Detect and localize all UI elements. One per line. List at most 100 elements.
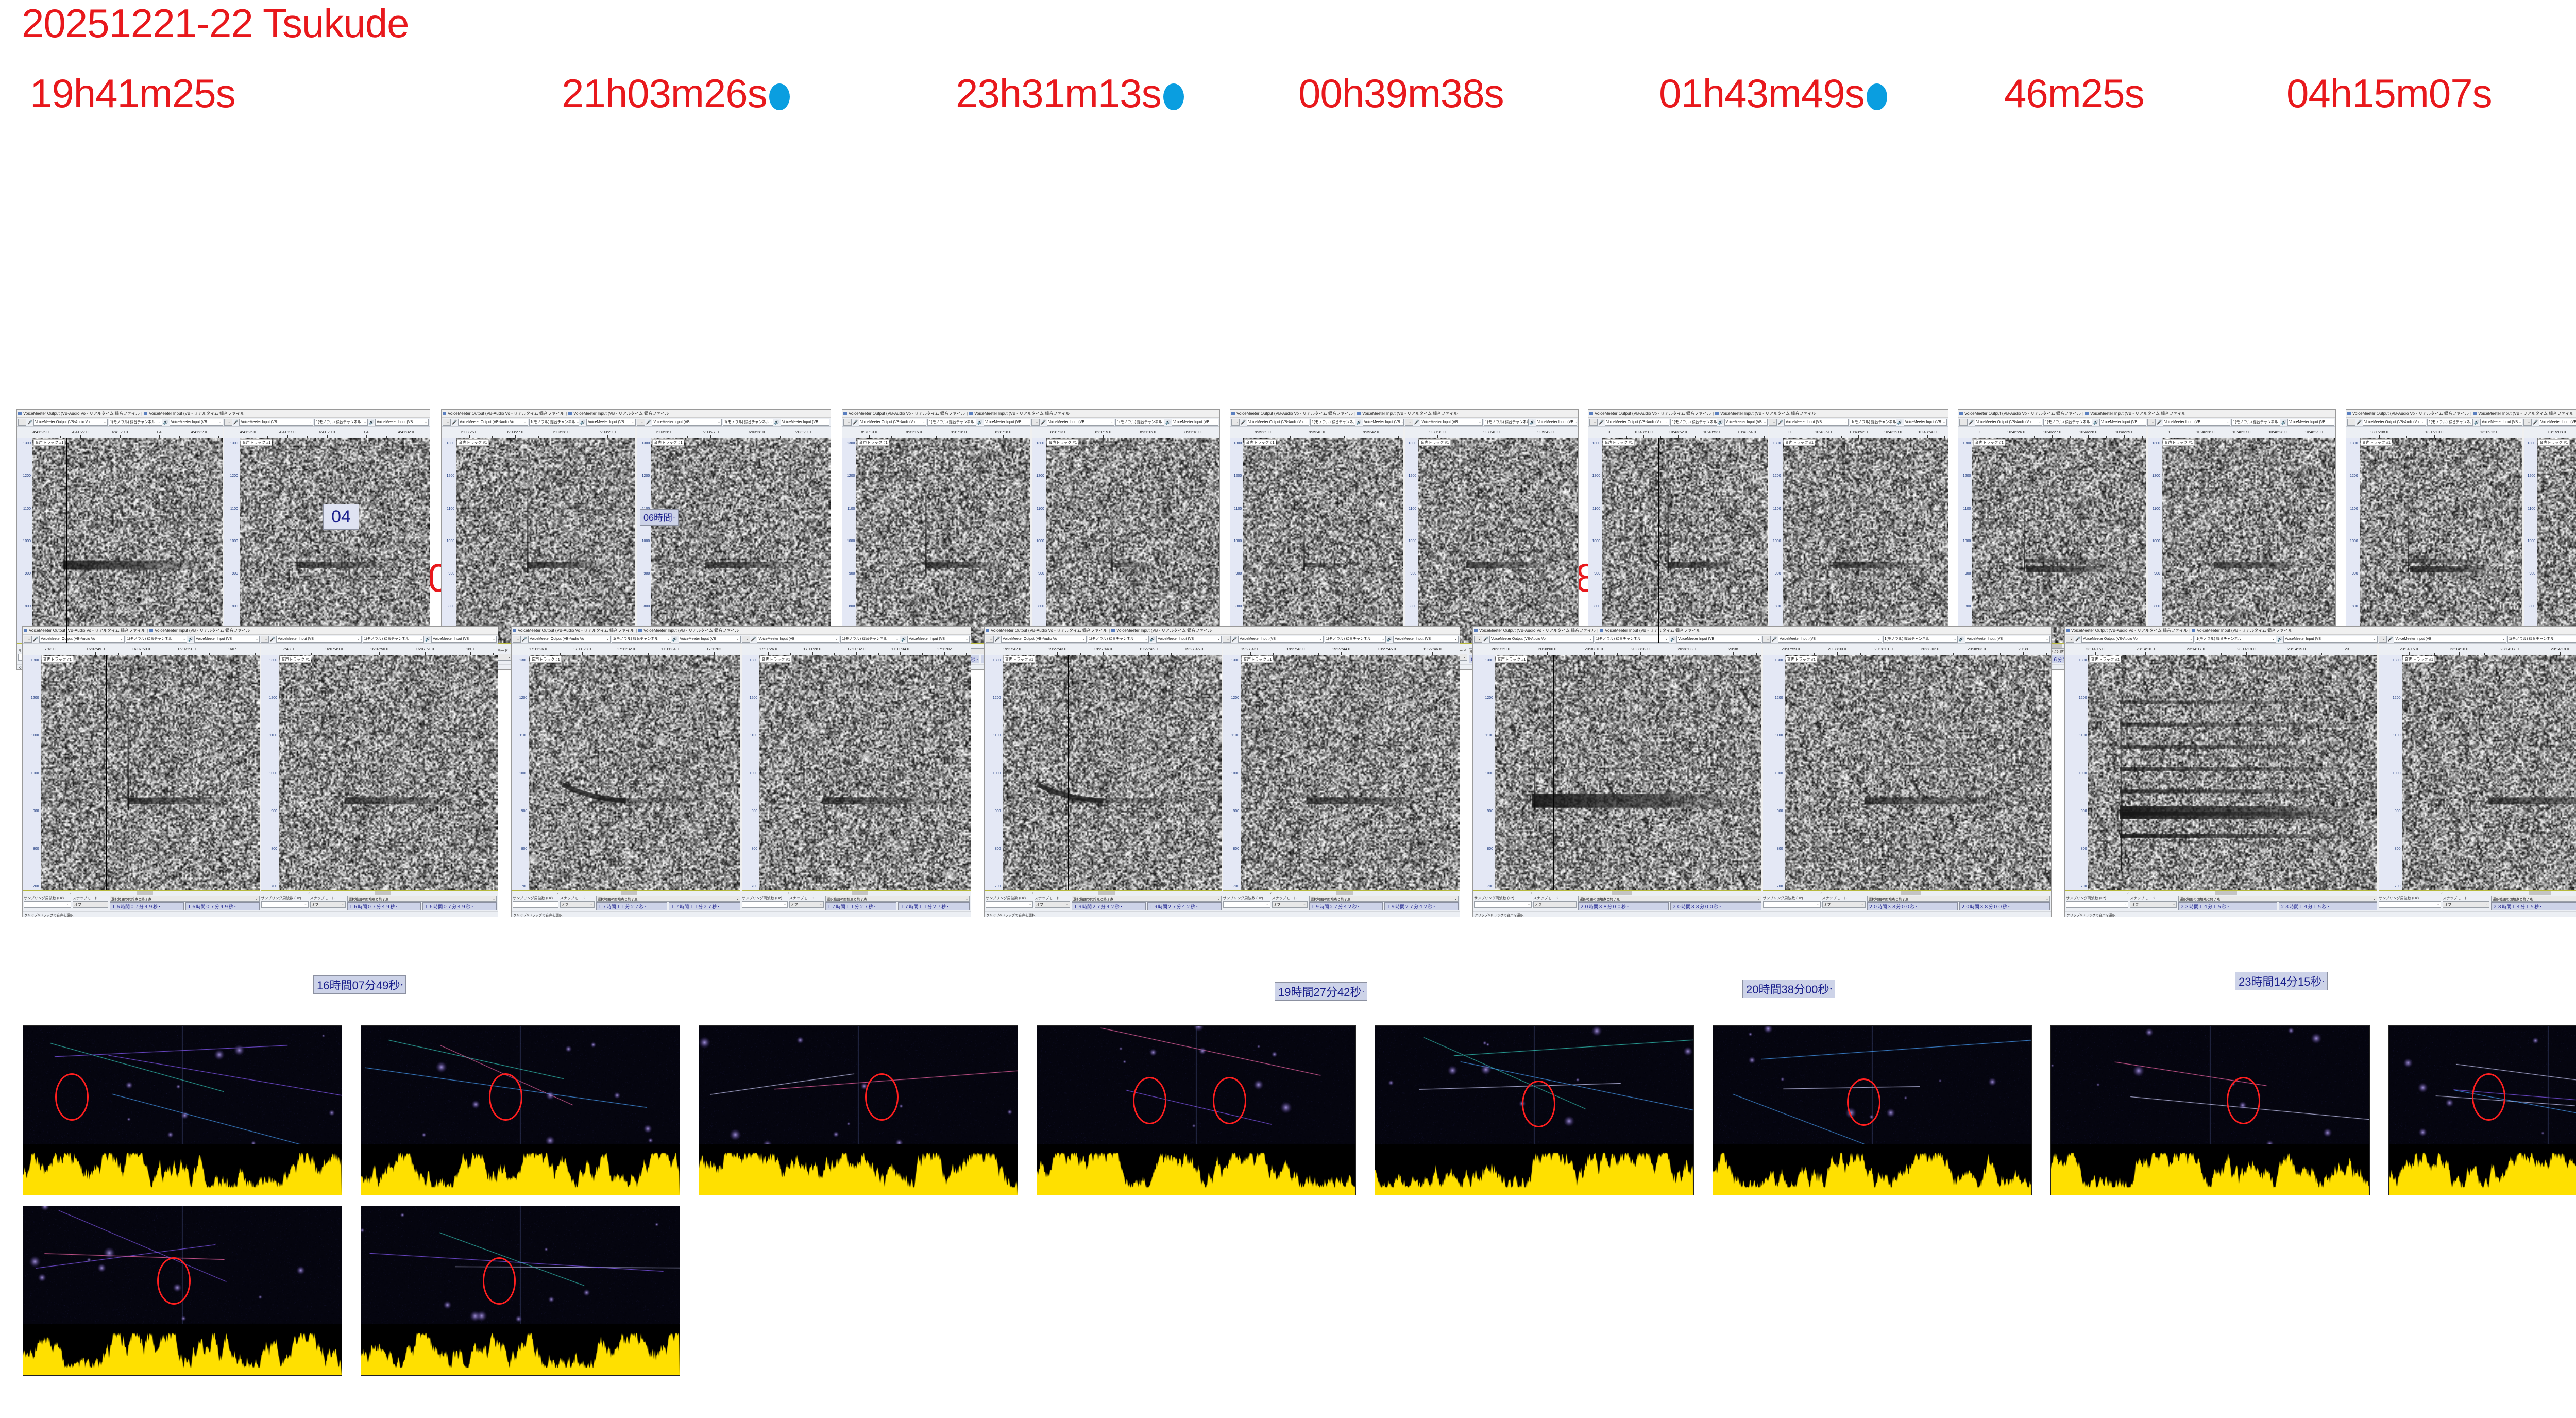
- selection-toolbar[interactable]: サンプリング周波数 (Hz) ⌄ スナップモード オフ ⌄ 選択範囲の開始点と終了点 ⌄ ２０…: [1473, 895, 2051, 911]
- horizontal-scrollbar-2[interactable]: ‹: [1762, 891, 2051, 895]
- selection-start-time[interactable]: ２０時間３８分００秒 ▾: [1867, 902, 1958, 910]
- selection-start-time[interactable]: １９時間２７分４２秒 ▾: [1309, 902, 1383, 910]
- playback-cursor[interactable]: [66, 438, 67, 643]
- horizontal-scrollbar-2[interactable]: ‹: [742, 891, 971, 895]
- channels-combo-1[interactable]: 1(モノラル) 録音チャンネル⌄: [1087, 635, 1149, 643]
- track-pane-2[interactable]: 19:27:42.0 19:27:43.0 19:27:44.0 19:27:45.0…: [1223, 644, 1460, 895]
- selection-end-time[interactable]: １９時間２７分４２秒 ▾: [1147, 902, 1222, 910]
- spectrum-display[interactable]: [23, 1324, 342, 1375]
- samplerate-col-1[interactable]: サンプリング周波数 (Hz) ⌄: [2066, 896, 2129, 908]
- audacity-window-w9[interactable]: VoiceMeeter Output (VB-Audio Vo - リアルタイム…: [22, 626, 498, 917]
- host-combo-1[interactable]: ⌄: [24, 635, 32, 643]
- spectrum-display[interactable]: [361, 1324, 680, 1375]
- device-group-1[interactable]: ⌄ 🎤 VoiceMeeter Output (VB-Audio Vo ⌄ 1(モノラル…: [443, 418, 636, 426]
- timeline-ruler-2[interactable]: 6:03:26.0 6:03:27.0 6:03:28.0 6:03:29.0: [637, 427, 831, 438]
- spinner-down-icon[interactable]: ▾: [159, 905, 161, 908]
- channels-combo-1[interactable]: 1(モノラル) 録音チャンネル⌄: [125, 635, 188, 643]
- input-device-combo-1[interactable]: VoiceMeeter Output (VB-Audio Vo ⌄: [1974, 418, 2043, 426]
- audacity-window-w10[interactable]: VoiceMeeter Output (VB-Audio Vo - リアルタイム…: [511, 626, 971, 917]
- selection-start-time[interactable]: ２３時間１４分１５秒 ▾: [2178, 902, 2277, 910]
- snapmode-combo[interactable]: オフ ⌄: [789, 901, 824, 908]
- scroll-left-icon[interactable]: ‹: [2127, 892, 2129, 895]
- sdr-waterfall-panel[interactable]: [2050, 1025, 2370, 1195]
- output-device-combo-1[interactable]: VoiceMeeter Input (VB ⌄: [1676, 635, 1761, 643]
- spinner-down-icon[interactable]: ▾: [1433, 905, 1435, 908]
- spectrogram-image-2[interactable]: [2537, 438, 2576, 643]
- track-pane-2[interactable]: 7:48.0 16:07:49.0 16:07:50.0 16:07:51.0 1607…: [261, 644, 498, 895]
- audacity-window-w11[interactable]: VoiceMeeter Output (VB-Audio Vo - リアルタイム…: [984, 626, 1460, 917]
- spectrum-display[interactable]: [699, 1144, 1018, 1195]
- samplerate-col-2[interactable]: サンプリング周波数 (Hz)⌄: [1223, 896, 1270, 908]
- sdr-waterfall-panel[interactable]: [23, 1206, 342, 1376]
- selection-group-2[interactable]: サンプリング周波数 (Hz)⌄スナップモードオフ⌄選択範囲の開始点と終了点⌄２３…: [2379, 896, 2576, 910]
- output-device-combo-1[interactable]: VoiceMeeter Input (VB ⌄: [2283, 635, 2378, 643]
- input-device-combo-1[interactable]: VoiceMeeter Output (VB-Audio Vo ⌄: [528, 635, 611, 643]
- scroll-left-icon[interactable]: ‹: [1032, 892, 1033, 895]
- spinner-down-icon[interactable]: ▾: [1830, 987, 1832, 991]
- scrollbar-thumb[interactable]: [136, 891, 153, 895]
- selection-end-time[interactable]: １６時間０７分４９秒 ▾: [422, 902, 497, 910]
- scroll-left-icon[interactable]: ‹: [1270, 892, 1272, 895]
- channels-combo-1[interactable]: 1(モノラル) 録音チャンネル⌄: [2195, 635, 2276, 643]
- spinner-down-icon[interactable]: ▾: [976, 657, 978, 661]
- track-pane-1[interactable]: 7:48.0 16:07:49.0 16:07:50.0 16:07:51.0 1607…: [23, 644, 260, 895]
- spectrum-display[interactable]: [1037, 1144, 1355, 1195]
- samplerate-col-2[interactable]: サンプリング周波数 (Hz)⌄: [1762, 896, 1821, 908]
- selection-start-time[interactable]: １７時間１１分２７秒 ▾: [596, 902, 668, 910]
- channels-combo-2[interactable]: 1(モノラル) 録音チャンネル⌄: [2231, 418, 2281, 426]
- selection-group-1[interactable]: サンプリング周波数 (Hz) ⌄ スナップモード オフ ⌄ 選択範囲の開始点と終了点 ⌄ １９…: [986, 896, 1222, 910]
- track-pane-1[interactable]: 1 10:46:26.0 10:46:27.0 10:46:28.0 10:46:29.…: [1958, 427, 2146, 648]
- device-toolbar[interactable]: ⌄ 🎤 VoiceMeeter Output (VB-Audio Vo ⌄ 1(モノラル…: [1230, 418, 1578, 427]
- samplerate-combo[interactable]: ⌄: [24, 901, 71, 908]
- host-combo-1[interactable]: ⌄: [1959, 418, 1968, 426]
- hour-field-highlight[interactable]: 04: [323, 504, 359, 530]
- sdr-waterfall-panel[interactable]: [699, 1025, 1018, 1195]
- scrollbar-thumb[interactable]: [2215, 891, 2237, 895]
- channels-combo-2[interactable]: 1(モノラル) 録音チャンネル⌄: [1883, 635, 1958, 643]
- channels-combo-1[interactable]: 1(モノラル) 録音チャンネル⌄: [1310, 418, 1355, 426]
- timeline-ruler-1[interactable]: 23:14:15.0 23:14:16.0 23:14:17.0 23:14:18.0…: [2065, 644, 2377, 655]
- output-device-combo-1[interactable]: VoiceMeeter Input (VB ⌄: [586, 418, 636, 426]
- device-group-2[interactable]: ⌄🎤VoiceMeeter Input (VB⌄1(モノラル) 録音チャンネル⌄…: [1031, 418, 1218, 426]
- device-group-2[interactable]: ⌄🎤VoiceMeeter Input (VB⌄1(モノラル) 録音チャンネル⌄…: [636, 418, 829, 426]
- spinner-down-icon[interactable]: ▾: [673, 516, 675, 519]
- selection-toolbar[interactable]: サンプリング周波数 (Hz) ⌄ スナップモード オフ ⌄ 選択範囲の開始点と終了点 ⌄ １６…: [23, 895, 498, 911]
- host-combo-1[interactable]: ⌄: [443, 418, 451, 426]
- input-device-combo-1[interactable]: VoiceMeeter Output (VB-Audio Vo ⌄: [1246, 418, 1310, 426]
- channels-combo-1[interactable]: 1(モノラル) 録音チャンネル⌄: [108, 418, 162, 426]
- scrollbar-thumb[interactable]: [1901, 891, 1922, 895]
- track-pane-1[interactable]: 4:41:25.0 4:41:27.0 4:41:29.0 04 4:41:32.0 13…: [17, 427, 223, 648]
- playback-cursor[interactable]: [1068, 655, 1069, 890]
- device-group-1[interactable]: ⌄ 🎤 VoiceMeeter Output (VB-Audio Vo ⌄ 1(モノラル…: [986, 635, 1222, 643]
- spinner-down-icon[interactable]: ▾: [2540, 905, 2542, 908]
- host-combo-1[interactable]: ⌄: [1231, 418, 1240, 426]
- snapmode-col-2[interactable]: スナップモードオフ ⌄: [1822, 896, 1866, 908]
- host-combo-2[interactable]: ⌄: [636, 418, 645, 426]
- selection-range-col-2[interactable]: 選択範囲の開始点と終了点 ⌄ １７時間１１分２７秒 ▾ １７時間１１分２７秒 ▾: [825, 896, 970, 910]
- selection-range-col-2[interactable]: 選択範囲の開始点と終了点 ⌄ １６時間０７分４９秒 ▾ １６時間０７分４９秒 ▾: [347, 896, 497, 910]
- device-group-2[interactable]: ⌄🎤VoiceMeeter Input (VB⌄1(モノラル) 録音チャンネル⌄…: [2523, 418, 2576, 426]
- input-device-combo-1[interactable]: VoiceMeeter Output (VB-Audio Vo ⌄: [1001, 635, 1087, 643]
- selection-group-1[interactable]: サンプリング周波数 (Hz) ⌄ スナップモード オフ ⌄ 選択範囲の開始点と終了点 ⌄ １６…: [24, 896, 260, 910]
- selection-start-time[interactable]: １６時間０７分４９秒 ▾: [347, 902, 421, 910]
- channels-combo-2[interactable]: 1(モノラル) 録音チャンネル⌄: [1324, 635, 1386, 643]
- spectrogram-image-2[interactable]: [2161, 438, 2335, 643]
- spectrogram-image-1[interactable]: [856, 438, 1030, 643]
- selection-end-time[interactable]: １７時間１１分２７秒 ▾: [669, 902, 740, 910]
- selection-end-time[interactable]: ２０時間３８分００秒 ▾: [1670, 902, 1761, 910]
- spinner-down-icon[interactable]: ▾: [1196, 905, 1198, 908]
- timeline-ruler-1[interactable]: 13:15:08.0 13:15:10.0 13:15:12.0: [2346, 427, 2522, 438]
